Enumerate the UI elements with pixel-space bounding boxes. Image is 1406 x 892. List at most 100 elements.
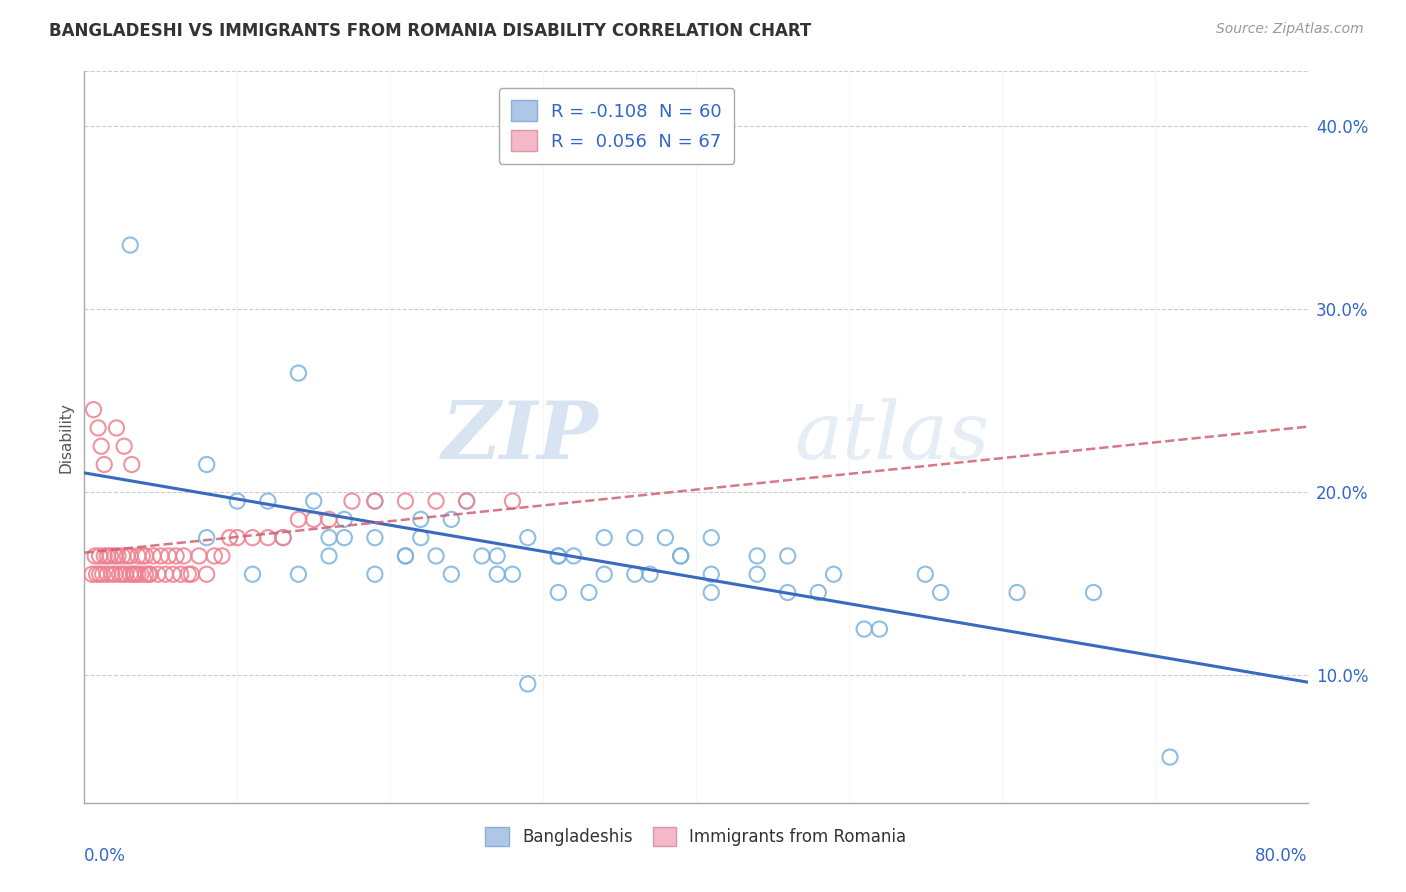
Point (516, 677, 538, 691)
Point (107, 549, 129, 563)
Point (318, 512, 340, 526)
Point (364, 567, 387, 582)
Point (440, 512, 463, 526)
Point (218, 531, 240, 545)
Point (700, 531, 723, 545)
Point (96, 549, 118, 563)
Point (89, 549, 111, 563)
Point (486, 549, 509, 563)
Point (1005, 585, 1028, 599)
Point (271, 531, 294, 545)
Point (807, 585, 830, 599)
Point (547, 585, 569, 599)
Point (823, 567, 845, 582)
Point (502, 494, 524, 508)
Point (195, 531, 218, 545)
Point (364, 494, 387, 508)
Text: atlas: atlas (794, 399, 990, 475)
Point (638, 567, 661, 582)
Point (456, 494, 478, 508)
Point (271, 531, 294, 545)
Point (747, 567, 769, 582)
Point (87, 421, 110, 435)
Point (394, 494, 416, 508)
Point (364, 531, 387, 545)
Point (149, 549, 172, 563)
Point (114, 567, 136, 582)
Point (669, 549, 692, 563)
Point (98, 549, 121, 563)
Point (593, 567, 616, 582)
Point (578, 585, 600, 599)
Point (146, 567, 169, 582)
Point (120, 238, 142, 252)
Point (700, 585, 723, 599)
Point (440, 567, 463, 582)
Point (776, 585, 799, 599)
Point (155, 567, 177, 582)
Point (135, 549, 157, 563)
Point (302, 512, 325, 526)
Point (853, 622, 876, 636)
Point (547, 549, 569, 563)
Point (287, 366, 309, 380)
Point (127, 549, 149, 563)
Point (108, 567, 131, 582)
Point (157, 549, 180, 563)
Point (242, 531, 264, 545)
Point (1159, 750, 1181, 764)
Point (173, 549, 195, 563)
Point (242, 567, 264, 582)
Point (93, 458, 115, 472)
Text: BANGLADESHI VS IMMIGRANTS FROM ROMANIA DISABILITY CORRELATION CHART: BANGLADESHI VS IMMIGRANTS FROM ROMANIA D… (49, 22, 811, 40)
Point (502, 567, 524, 582)
Point (104, 567, 127, 582)
Point (105, 421, 128, 435)
Point (593, 531, 616, 545)
Point (142, 549, 165, 563)
Point (122, 567, 145, 582)
Point (869, 622, 891, 636)
Point (562, 549, 585, 563)
Point (624, 531, 647, 545)
Point (180, 567, 202, 582)
Point (302, 494, 325, 508)
Point (700, 567, 723, 582)
Point (776, 549, 799, 563)
Point (89, 567, 111, 582)
Text: Source: ZipAtlas.com: Source: ZipAtlas.com (1216, 22, 1364, 37)
Point (394, 549, 416, 563)
Point (120, 549, 142, 563)
Point (104, 549, 127, 563)
Point (257, 531, 280, 545)
Point (516, 531, 538, 545)
Point (111, 549, 134, 563)
Point (112, 439, 135, 453)
Point (456, 494, 478, 508)
Y-axis label: Disability: Disability (58, 401, 73, 473)
Point (162, 567, 184, 582)
Point (83, 402, 105, 417)
Point (139, 567, 162, 582)
Point (84, 549, 107, 563)
Point (425, 549, 447, 563)
Point (333, 531, 356, 545)
Point (188, 549, 211, 563)
Point (409, 531, 432, 545)
Point (547, 549, 569, 563)
Point (287, 567, 309, 582)
Point (914, 567, 936, 582)
Point (127, 567, 149, 582)
Point (121, 458, 143, 472)
Point (115, 549, 138, 563)
Point (624, 567, 647, 582)
Point (80, 567, 103, 582)
Point (747, 549, 769, 563)
Point (135, 567, 157, 582)
Point (96, 567, 118, 582)
Point (86, 567, 108, 582)
Point (90, 439, 112, 453)
Point (195, 458, 218, 472)
Point (111, 567, 134, 582)
Point (211, 549, 233, 563)
